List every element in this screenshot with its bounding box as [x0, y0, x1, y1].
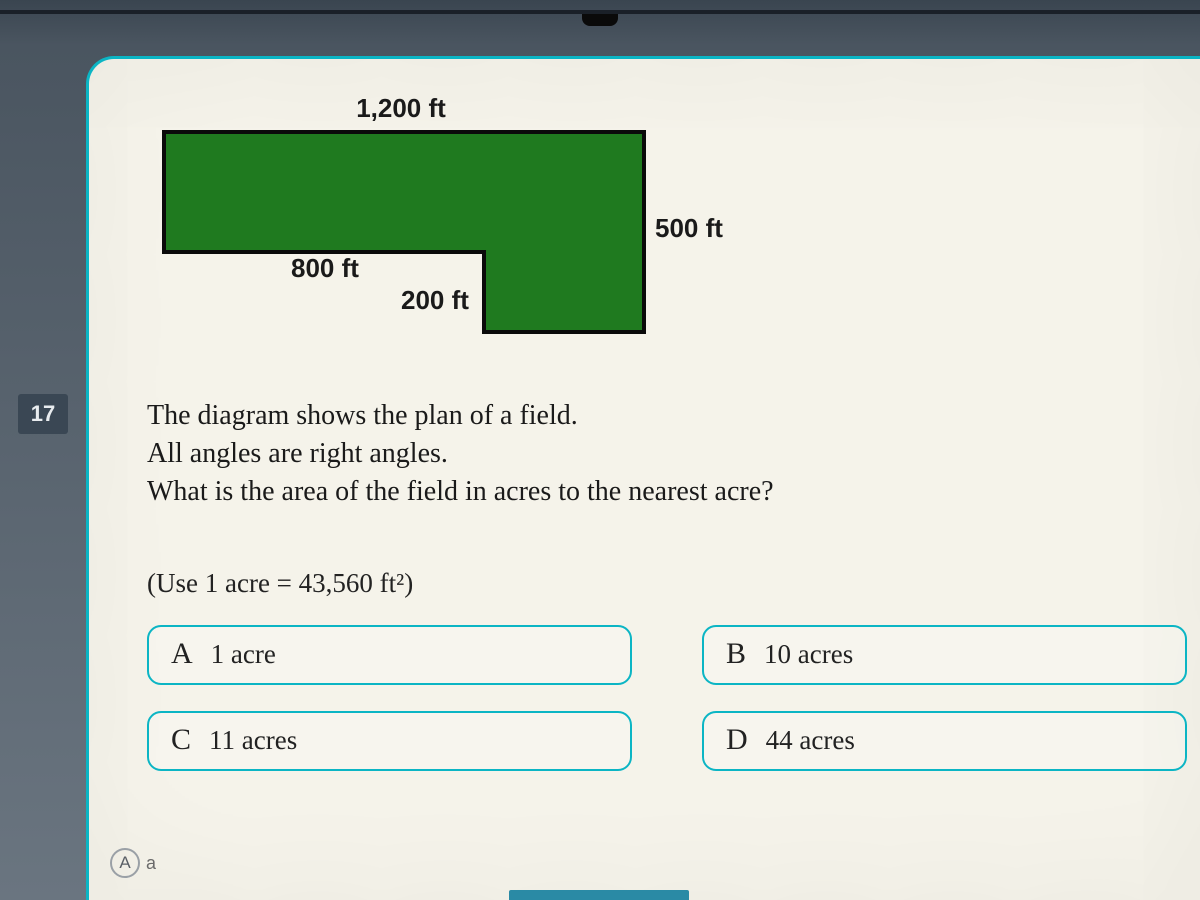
answer-text: 10 acres: [764, 639, 853, 670]
answer-text: 11 acres: [209, 725, 297, 756]
progress-indicator: [509, 890, 689, 900]
answer-option-c[interactable]: C 11 acres: [147, 711, 632, 771]
dimension-notch-side-label: 200 ft: [401, 285, 469, 316]
camera-notch: [582, 14, 618, 26]
question-line-3: What is the area of the field in acres t…: [147, 473, 1160, 511]
answer-text: 1 acre: [211, 639, 276, 670]
answer-letter: C: [171, 723, 191, 757]
dimension-right-label: 500 ft: [655, 213, 723, 244]
question-number: 17: [31, 401, 55, 427]
conversion-hint: (Use 1 acre = 43,560 ft²): [147, 568, 1160, 599]
font-small-label: a: [146, 853, 156, 874]
answer-letter: D: [726, 723, 748, 757]
question-text: The diagram shows the plan of a field. A…: [147, 397, 1160, 510]
font-size-control[interactable]: A a: [110, 848, 156, 878]
font-large-icon: A: [110, 848, 140, 878]
field-diagram: 1,200 ft 500 ft 800 ft 200 ft: [161, 93, 801, 363]
answer-option-a[interactable]: A 1 acre: [147, 625, 632, 685]
screen-frame: 17 1,200 ft 500 ft 800 ft 200 ft The dia…: [0, 10, 1200, 900]
question-number-badge: 17: [18, 394, 68, 434]
dimension-notch-bottom-label: 800 ft: [291, 253, 359, 284]
answer-text: 44 acres: [766, 725, 855, 756]
question-line-1: The diagram shows the plan of a field.: [147, 397, 1160, 435]
answer-option-d[interactable]: D 44 acres: [702, 711, 1187, 771]
question-line-2: All angles are right angles.: [147, 435, 1160, 473]
answer-grid: A 1 acre B 10 acres C 11 acres D 44 acre…: [147, 625, 1187, 771]
answer-letter: A: [171, 637, 193, 671]
font-large-label: A: [119, 853, 130, 873]
question-card: 1,200 ft 500 ft 800 ft 200 ft The diagra…: [86, 56, 1200, 900]
answer-option-b[interactable]: B 10 acres: [702, 625, 1187, 685]
answer-letter: B: [726, 637, 746, 671]
dimension-top-label: 1,200 ft: [161, 93, 641, 124]
